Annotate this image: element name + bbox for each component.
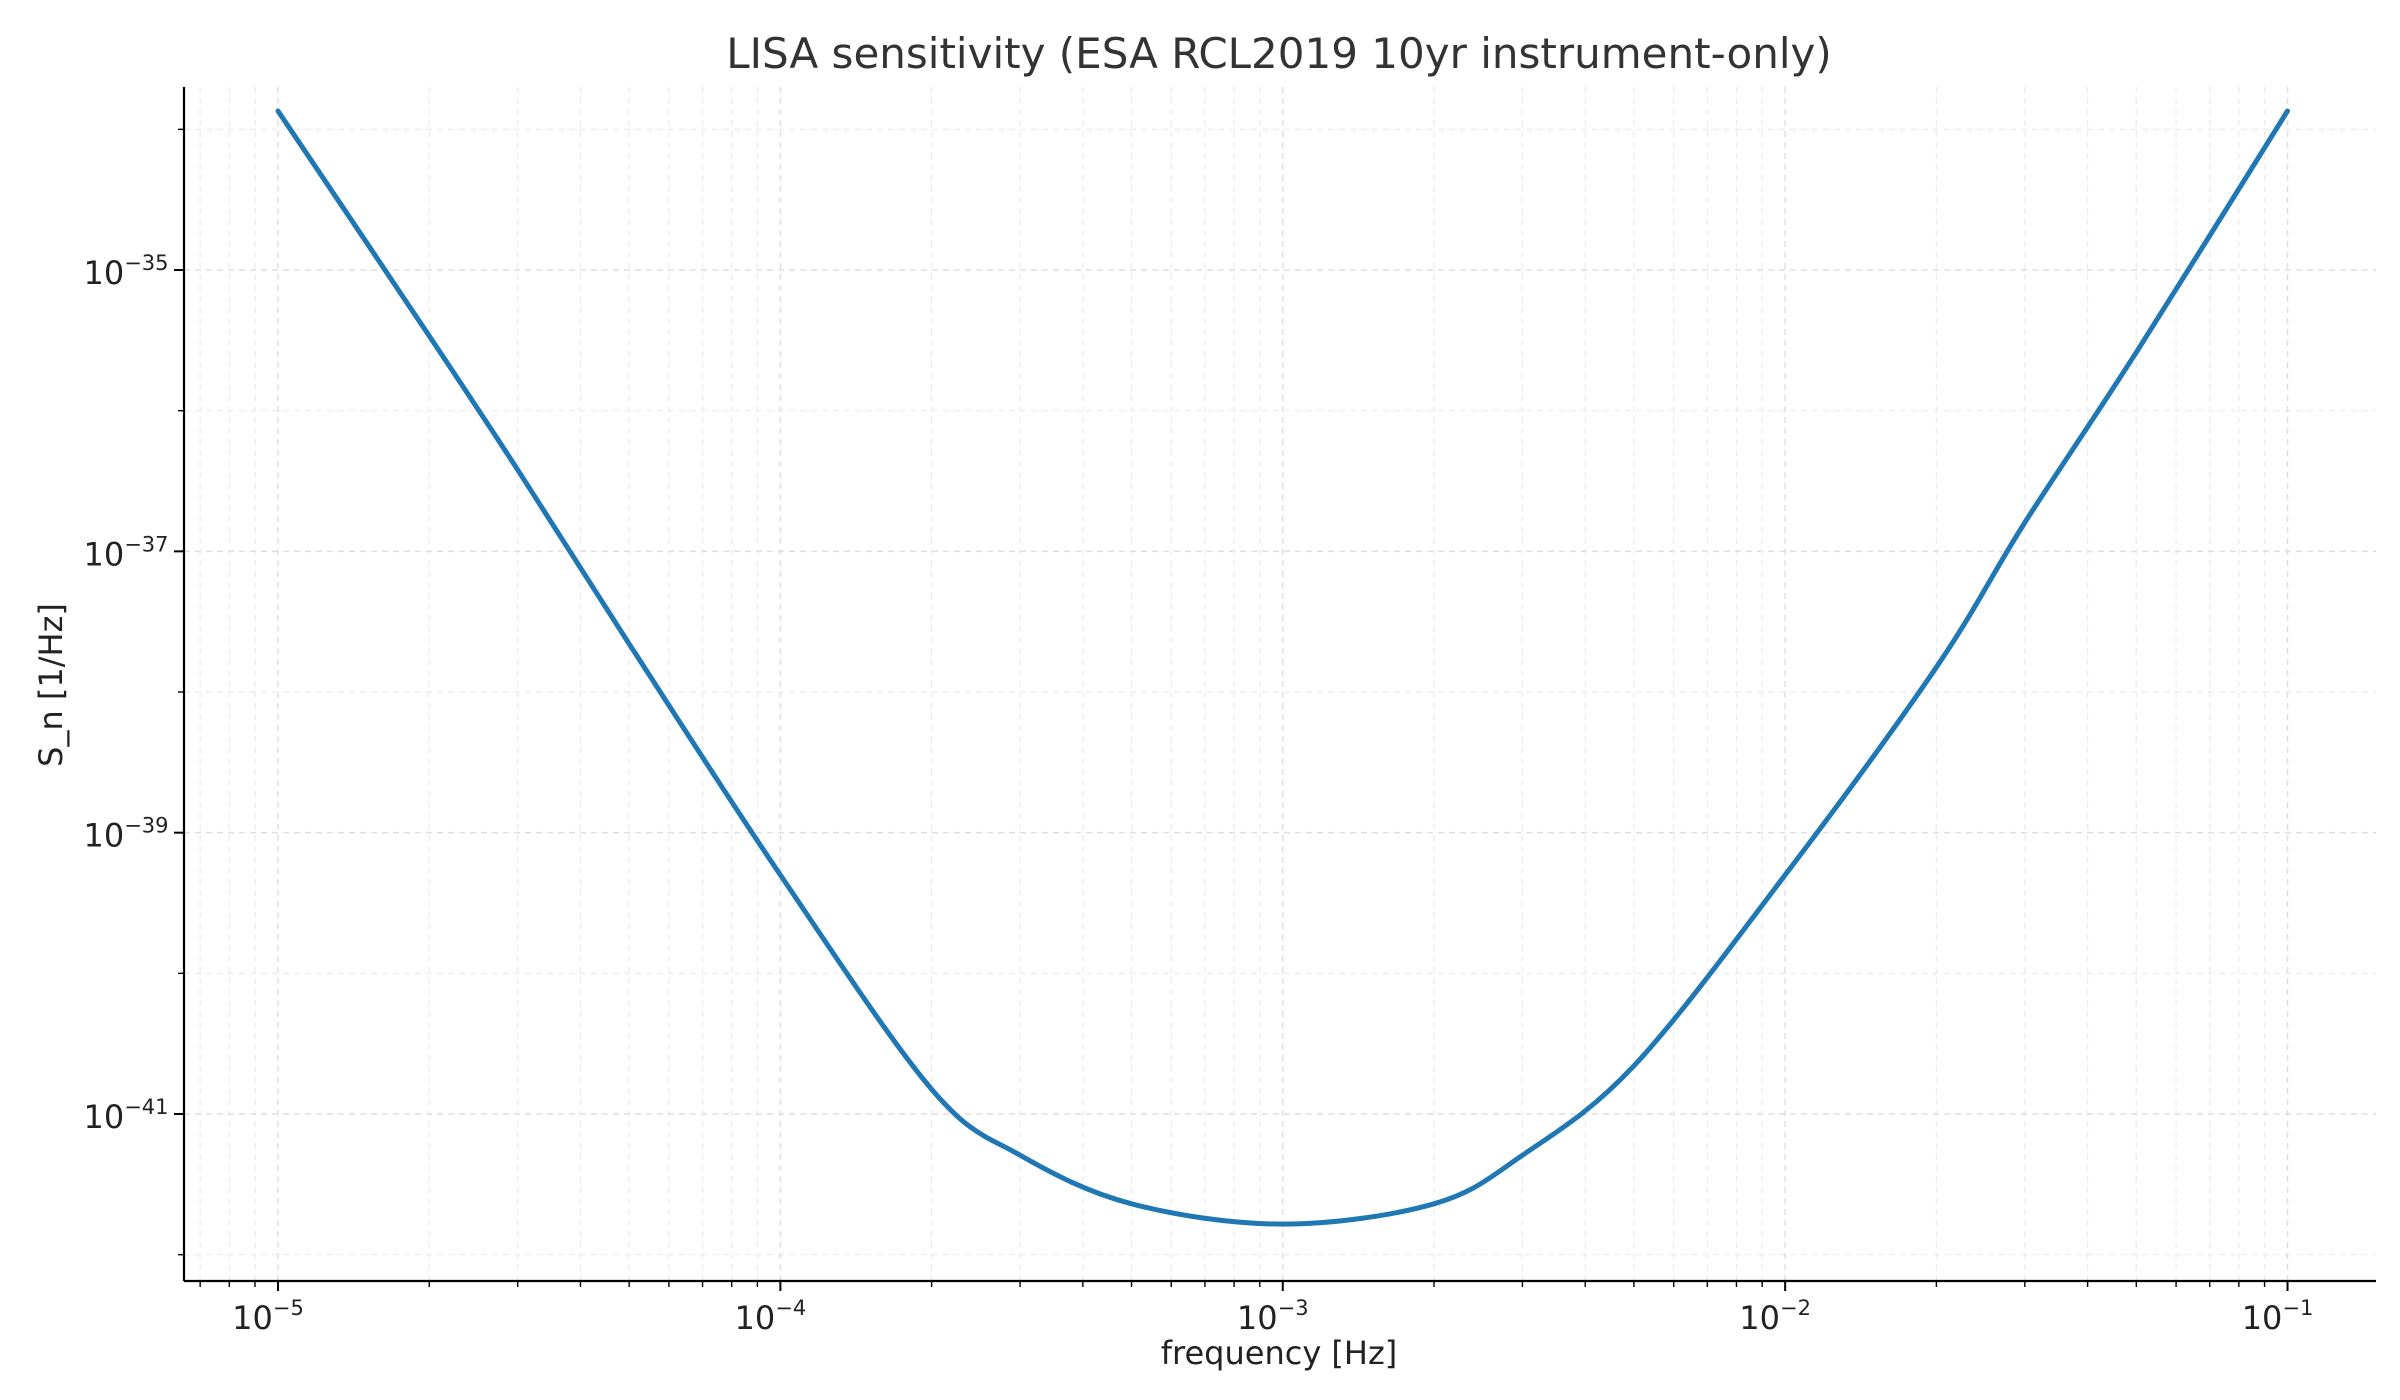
x-tick-label: 10−1 (2242, 1296, 2314, 1337)
grid (184, 87, 2376, 1281)
y-axis-label: S_n [1/Hz] (32, 603, 70, 767)
x-tick-label: 10−5 (232, 1296, 304, 1337)
x-tick-label: 10−3 (1237, 1296, 1309, 1337)
axes (182, 87, 2376, 1283)
sensitivity-curve (275, 108, 2290, 1227)
x-axis-label: frequency [Hz] (1161, 1334, 1398, 1372)
y-tick-label: 10−39 (83, 814, 168, 855)
x-tick-label: 10−4 (735, 1296, 807, 1337)
y-tick-label: 10−35 (83, 251, 168, 292)
y-ticks: 10−35 10−37 10−39 10−41 (83, 128, 184, 1256)
x-tick-label: 10−2 (1739, 1296, 1811, 1337)
y-tick-label: 10−37 (83, 532, 168, 573)
chart-title: LISA sensitivity (ESA RCL2019 10yr instr… (726, 29, 1831, 78)
y-tick-label: 10−41 (83, 1095, 168, 1136)
x-ticks: 10−5 10−4 10−3 10−2 10−1 (199, 1281, 2314, 1337)
